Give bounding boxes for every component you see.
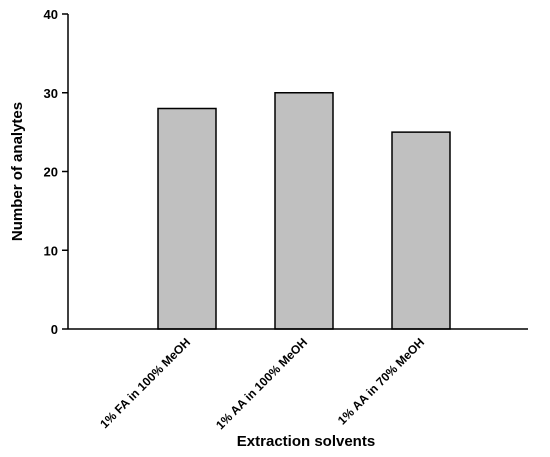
y-tick-label: 10 xyxy=(44,243,58,258)
x-tick-label: 1% AA in 70% MeOH xyxy=(335,335,427,427)
x-axis-title: Extraction solvents xyxy=(237,433,375,450)
y-tick-label: 30 xyxy=(44,86,58,101)
bar xyxy=(157,107,217,330)
x-tick-label: 1% AA in 100% MeOH xyxy=(213,335,310,432)
y-ticks-group: 0 10 20 30 40 xyxy=(44,7,68,337)
x-tick-label: 1% FA in 100% MeOH xyxy=(97,335,193,431)
bar xyxy=(391,131,451,330)
y-axis-title: Number of analytes xyxy=(9,102,26,241)
x-tick-labels-group: 1% FA in 100% MeOH 1% AA in 100% MeOH 1% A… xyxy=(97,335,427,432)
bars-group xyxy=(157,92,451,330)
y-tick-label: 40 xyxy=(44,7,58,22)
bar xyxy=(274,92,334,330)
y-tick-label: 20 xyxy=(44,165,58,180)
y-tick-label: 0 xyxy=(51,322,58,337)
